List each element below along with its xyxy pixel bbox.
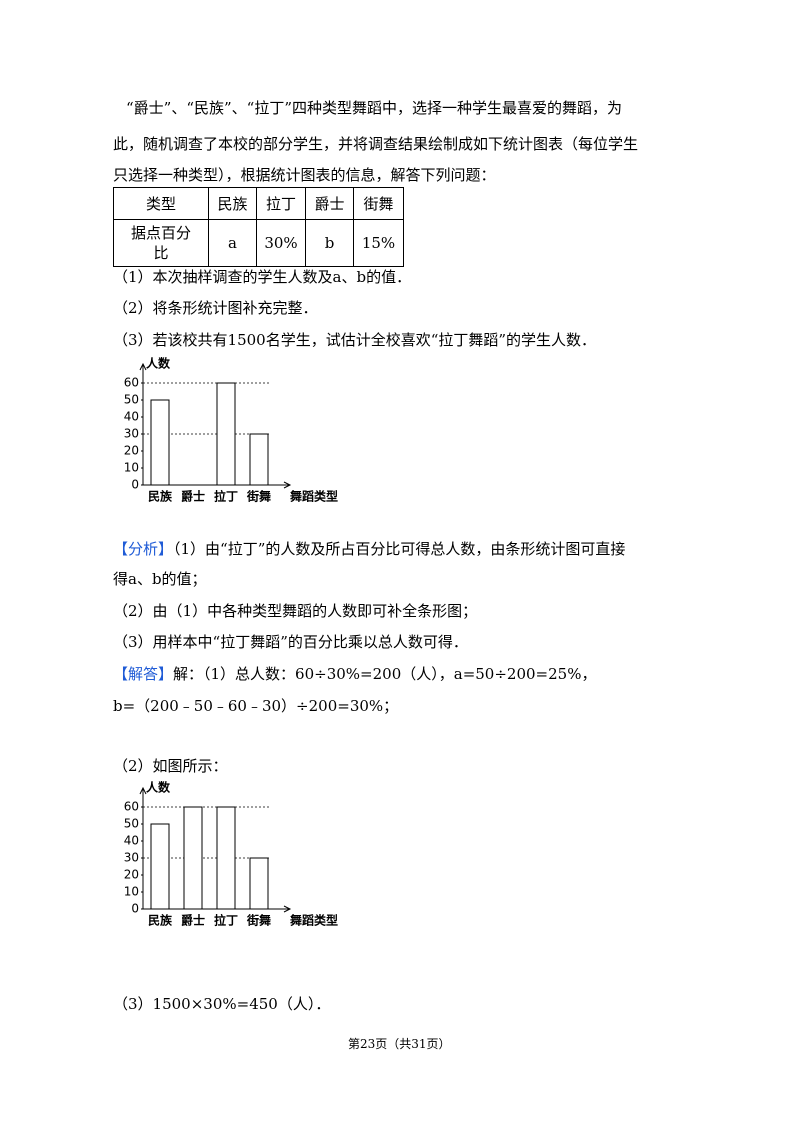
x-tick-label: 爵士: [181, 913, 205, 928]
cell: 15%: [353, 219, 404, 267]
x-axis-label: 舞蹈类型: [289, 489, 338, 504]
cell: 类型: [113, 187, 209, 220]
question: （2）将条形统计图补充完整．: [113, 299, 318, 317]
cell: b: [305, 219, 354, 267]
x-tick-label: 街舞: [246, 489, 271, 504]
bar: [249, 433, 269, 486]
y-axis-label: 人数: [146, 356, 171, 371]
solution-label: 【解答】: [113, 665, 174, 683]
solution-line: （2）如图所示：: [113, 757, 228, 775]
analysis-line: （3）用样本中“拉丁舞蹈”的百分比乘以总人数可得．: [113, 633, 468, 651]
x-tick-label: 民族: [148, 489, 173, 504]
analysis-label: 【分析】: [113, 540, 174, 558]
y-tick-label: 60: [124, 376, 139, 390]
bar: [150, 823, 170, 910]
intro-line: 只选择一种类型），根据统计图表的信息，解答下列问题：: [113, 166, 496, 184]
x-tick-label: 爵士: [181, 489, 205, 504]
bar: [249, 857, 269, 910]
bar: [216, 806, 236, 910]
y-tick-label: 10: [124, 885, 139, 899]
x-tick-label: 街舞: [246, 913, 271, 928]
y-tick-label: 40: [124, 834, 139, 848]
y-axis-label: 人数: [146, 780, 171, 795]
arrow: [139, 362, 147, 371]
cell: 拉丁: [256, 187, 306, 220]
y-tick-label: 50: [124, 817, 139, 831]
intro-line: “爵士”、“民族”、“拉丁”四种类型舞蹈中，选择一种学生最喜爱的舞蹈，为: [126, 99, 623, 117]
solution-line: 解：（1）总人数：60÷30%=200（人），a=50÷200=25%，: [173, 665, 597, 683]
y-tick-label: 60: [124, 800, 139, 814]
y-tick-label: 30: [124, 851, 139, 865]
cell: a: [208, 219, 257, 267]
cell: 民族: [208, 187, 257, 220]
solution-line: b=（200﹣50﹣60﹣30）÷200=30%；: [113, 697, 399, 715]
y-tick-label: 10: [124, 461, 139, 475]
y-tick-label: 20: [124, 444, 139, 458]
analysis-line: （1）由“拉丁”的人数及所占百分比可得总人数，由条形统计图可直接: [173, 540, 626, 558]
y-tick-label: 30: [124, 427, 139, 441]
intro-line: 此，随机调查了本校的部分学生，并将调查结果绘制成如下统计图表（每位学生: [113, 135, 639, 153]
analysis-line: （2）由（1）中各种类型舞蹈的人数即可补全条形图；: [113, 602, 478, 620]
question: （3）若该校共有1500名学生，试估计全校喜欢“拉丁舞蹈”的学生人数．: [113, 331, 597, 349]
cell: 爵士: [305, 187, 354, 220]
x-tick-label: 拉丁: [214, 913, 238, 928]
solution-line: （3）1500×30%=450（人）．: [113, 995, 331, 1013]
arrow: [283, 905, 292, 913]
bar: [183, 806, 203, 910]
x-axis-label: 舞蹈类型: [289, 913, 338, 928]
footer: 第23页（共31页）: [348, 1037, 451, 1051]
arrow: [139, 786, 147, 795]
bar: [150, 399, 170, 486]
cell: 30%: [256, 219, 306, 267]
question: （1）本次抽样调查的学生人数及a、b的值．: [113, 268, 412, 286]
y-tick-label: 0: [131, 902, 139, 916]
y-tick-label: 0: [131, 478, 139, 492]
analysis-line: 得a、b的值；: [113, 570, 207, 588]
table: 类型 民族 拉丁 爵士 街舞 据点百分比 a 30% b 15%: [113, 187, 404, 267]
x-tick-label: 拉丁: [214, 489, 238, 504]
y-tick-label: 20: [124, 868, 139, 882]
cell: 据点百分比: [113, 219, 209, 267]
cell: 街舞: [353, 187, 404, 220]
x-tick-label: 民族: [148, 913, 173, 928]
y-tick-label: 40: [124, 410, 139, 424]
y-tick-label: 50: [124, 393, 139, 407]
arrow: [283, 481, 292, 489]
bar: [216, 382, 236, 486]
